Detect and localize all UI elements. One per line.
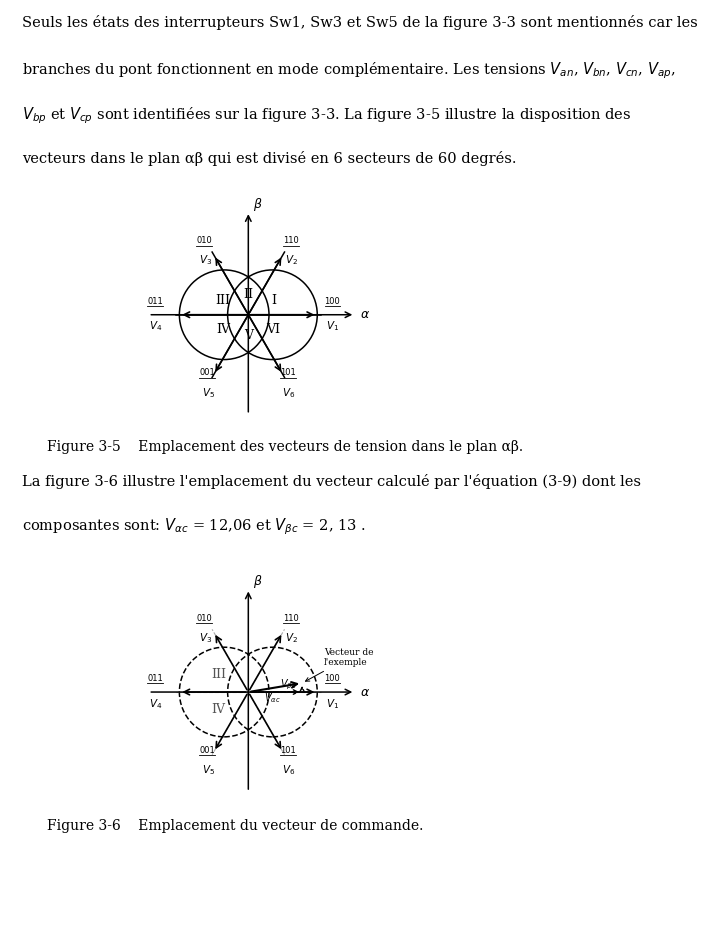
Text: III: III	[216, 294, 231, 307]
Text: $V_{bp}$ et $V_{cp}$ sont identifiées sur la figure 3-3. La figure 3-5 illustre : $V_{bp}$ et $V_{cp}$ sont identifiées su…	[22, 105, 631, 126]
Text: vecteurs dans le plan αβ qui est divisé en 6 secteurs de 60 degrés.: vecteurs dans le plan αβ qui est divisé …	[22, 151, 516, 166]
Text: $V_6$: $V_6$	[282, 763, 295, 777]
Text: III: III	[211, 668, 226, 682]
Text: $V_6$: $V_6$	[282, 386, 295, 400]
Text: I: I	[271, 294, 276, 307]
Text: Vecteur de
l'exemple: Vecteur de l'exemple	[306, 647, 374, 682]
Text: 011: 011	[148, 297, 163, 306]
Text: $V_{\beta c}$: $V_{\beta c}$	[280, 678, 297, 692]
Text: 100: 100	[324, 674, 340, 684]
Text: 100: 100	[324, 297, 340, 306]
Text: $V_3$: $V_3$	[199, 254, 212, 267]
Text: 001: 001	[199, 745, 215, 755]
Text: 110: 110	[283, 613, 299, 623]
Text: $\beta$: $\beta$	[253, 574, 263, 591]
Text: $V_{\alpha c}$: $V_{\alpha c}$	[264, 691, 281, 704]
Text: branches du pont fonctionnent en mode complémentaire. Les tensions $V_{an}$, $V_: branches du pont fonctionnent en mode co…	[22, 61, 675, 81]
Text: $V_1$: $V_1$	[326, 697, 339, 711]
Text: 010: 010	[196, 236, 212, 246]
Text: Figure 3-6    Emplacement du vecteur de commande.: Figure 3-6 Emplacement du vecteur de com…	[47, 819, 424, 832]
Text: La figure 3-6 illustre l'emplacement du vecteur calculé par l'équation (3-9) don: La figure 3-6 illustre l'emplacement du …	[22, 474, 641, 488]
Text: 011: 011	[148, 674, 163, 684]
Text: 010: 010	[196, 613, 212, 623]
Text: $V_5$: $V_5$	[202, 386, 215, 400]
Text: Seuls les états des interrupteurs Sw1, Sw3 et Sw5 de la figure 3-3 sont mentionn: Seuls les états des interrupteurs Sw1, S…	[22, 15, 697, 30]
Text: IV: IV	[216, 322, 230, 336]
Text: Figure 3-5    Emplacement des vecteurs de tension dans le plan αβ.: Figure 3-5 Emplacement des vecteurs de t…	[47, 440, 523, 453]
Text: 101: 101	[280, 745, 296, 755]
Text: IV: IV	[211, 702, 225, 716]
Text: VI: VI	[266, 322, 280, 336]
Text: $\alpha$: $\alpha$	[361, 685, 371, 699]
Text: 110: 110	[283, 236, 299, 246]
Text: 001: 001	[199, 368, 215, 377]
Text: $V_1$: $V_1$	[326, 319, 339, 334]
Text: $V_4$: $V_4$	[148, 319, 162, 334]
Text: composantes sont: $V_{\alpha c}$ = 12,06 et $V_{\beta c}$ = 2, 13 .: composantes sont: $V_{\alpha c}$ = 12,06…	[22, 517, 366, 537]
Text: $V_3$: $V_3$	[199, 631, 212, 645]
Text: $V_2$: $V_2$	[285, 254, 298, 267]
Text: 101: 101	[280, 368, 296, 377]
Text: $V_2$: $V_2$	[285, 631, 298, 645]
Text: $V_4$: $V_4$	[148, 697, 162, 711]
Text: II: II	[243, 287, 253, 301]
Text: $\beta$: $\beta$	[253, 196, 263, 213]
Text: V: V	[244, 329, 253, 342]
Text: $\alpha$: $\alpha$	[361, 308, 371, 321]
Text: $V_5$: $V_5$	[202, 763, 215, 777]
